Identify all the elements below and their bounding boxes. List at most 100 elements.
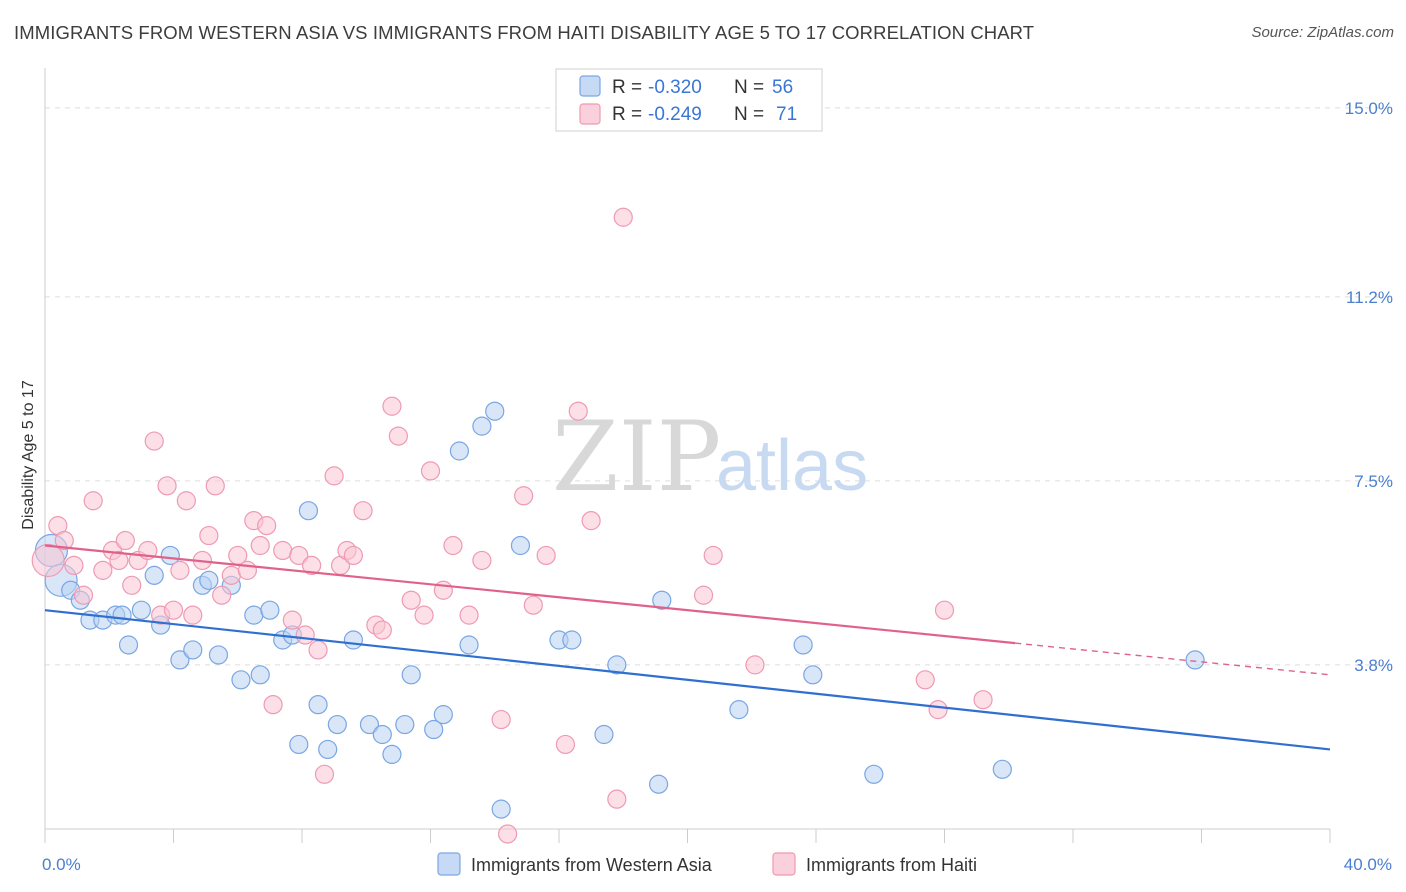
scatter-point-pink [459,605,479,625]
scatter-point-pink [491,709,511,730]
scatter-point-pink [568,401,588,421]
legend-r-value: -0.320 [648,77,702,98]
legend-r-label: R = [612,77,642,98]
scatter-point-blue [308,695,328,715]
scatter-point-blue [1185,650,1205,670]
bottom-legend-label-haiti: Immigrants from Haiti [806,855,977,875]
y-tick-label: 7.5% [1354,472,1393,491]
trend-layer [44,544,1331,751]
scatter-point-blue [459,635,479,655]
legend-swatch-pink [579,103,601,125]
y-tick-label: 15.0% [1345,99,1393,118]
scatter-point-blue [208,645,229,665]
scatter-point-pink [324,466,344,486]
scatter-point-pink [93,560,113,580]
y-axis-label: Disability Age 5 to 17 [20,380,37,530]
scatter-point-pink [31,543,65,578]
scatter-point-pink [144,431,164,451]
scatter-point-blue [289,734,309,755]
scatter-point-pink [64,555,84,576]
scatter-point-blue [803,665,823,685]
scatter-point-pink [257,516,277,536]
scatter-point-blue [318,739,338,760]
scatter-point-pink [54,530,74,551]
scatter-point-pink [388,426,408,446]
scatter-point-pink [581,511,601,531]
scatter-point-pink [157,476,177,496]
scatter-point-blue [112,605,132,625]
scatter-point-pink [613,207,633,227]
trend-line-pink [44,544,1016,645]
scatter-point-blue [359,714,380,735]
scatter-point-blue [864,764,884,784]
scatter-point-blue [729,700,749,720]
scatter-point-blue [298,501,319,521]
scatter-point-pink [73,585,94,605]
bottom-legend-swatch-blue [437,852,461,876]
scatter-point-blue [199,570,219,590]
bottom-legend-swatch-haiti [772,852,796,876]
scatter-point-pink [282,610,302,630]
scatter-point-blue [449,441,470,461]
scatter-point-pink [372,620,392,640]
scatter-point-blue [160,545,180,566]
scatter-point-blue [131,600,151,620]
scatter-point-blue [648,774,669,794]
scatter-point-pink [498,824,518,844]
scatter-point-pink [414,605,434,625]
legend-swatch-blue [579,75,601,97]
scatter-point-pink [176,491,196,511]
legend-box: R = -0.320 N = 56 R = -0.249 N = 71 [555,68,823,132]
scatter-point-pink [514,486,534,506]
scatter-point-blue [594,724,614,745]
scatter-point-blue [250,665,270,685]
trend-line-extension-pink [1015,642,1331,676]
scatter-point-pink [420,461,441,481]
scatter-point-pink [693,585,714,605]
legend-n-label: N = [734,104,764,125]
y-tick-label: 3.8% [1354,656,1393,675]
scatter-point-pink [163,600,184,620]
watermark-atlas: atlas [716,426,868,506]
scatter-point-blue [652,590,672,610]
scatter-point-blue [562,630,582,650]
scatter-point-pink [353,501,373,521]
x-tick-label-max: 40.0% [1344,855,1392,874]
scatter-point-blue [183,640,203,660]
scatter-point-pink [205,476,225,496]
legend-n-value: 71 [776,104,797,125]
bottom-legend-label-western-asia: Immigrants from Western Asia [471,855,713,875]
watermark: ZIP atlas [552,401,868,513]
scatter-point-blue [485,401,505,421]
scatter-point-pink [555,734,576,755]
scatter-point-pink [170,560,190,580]
scatter-point-pink [83,491,103,511]
scatter-point-blue [231,670,251,690]
scatter-point-pink [289,545,309,566]
scatter-point-pink [250,535,270,556]
scatter-point-pink [115,530,135,551]
scatter-point-pink [973,690,993,710]
chart-title: IMMIGRANTS FROM WESTERN ASIA VS IMMIGRAN… [14,22,1035,43]
scatter-point-blue [327,714,347,735]
scatter-point-blue [491,799,511,819]
scatter-point-pink [308,640,328,660]
scatter-point-blue [372,724,392,745]
trend-line-blue [44,609,1331,751]
scatter-point-pink [745,655,765,675]
scatter-point-pink [382,396,402,416]
scatter-point-pink [122,575,142,595]
scatter-point-blue [382,744,402,764]
scatter-point-pink [199,525,219,546]
scatter-point-pink [523,595,543,615]
scatter-point-pink [443,535,463,556]
scatter-point-pink [295,625,315,645]
legend-r-value: -0.249 [648,104,702,125]
bottom-legend: Immigrants from Western Asia Immigrants … [437,852,977,876]
scatter-point-pink [703,545,723,566]
scatter-point-blue [401,665,421,685]
scatter-point-pink [314,764,335,784]
points-layer [31,207,1205,844]
scatter-point-blue [607,655,627,675]
